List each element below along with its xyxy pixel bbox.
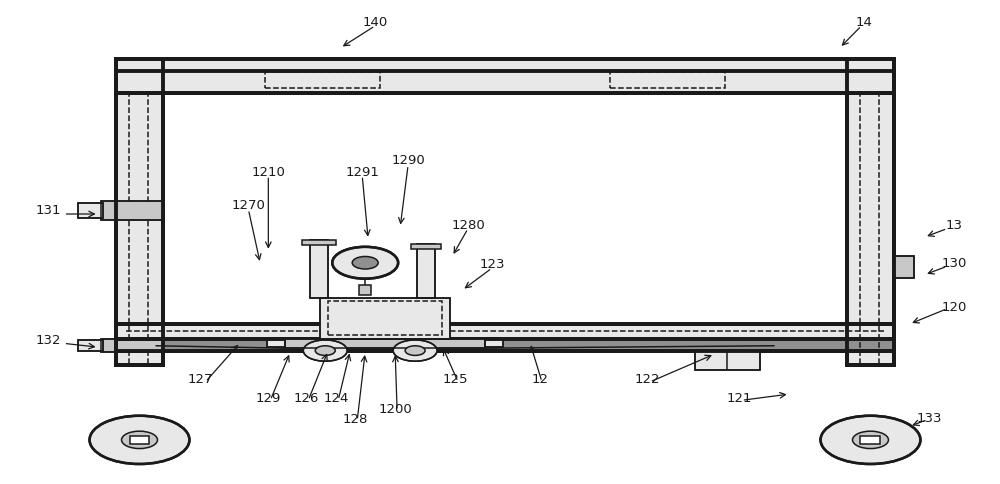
Circle shape bbox=[821, 416, 920, 464]
Bar bbox=[310, 240, 328, 298]
Text: 125: 125 bbox=[442, 373, 468, 386]
Text: 120: 120 bbox=[942, 301, 967, 314]
Circle shape bbox=[90, 416, 189, 464]
Bar bbox=[265, 72, 380, 88]
Bar bbox=[610, 72, 725, 88]
Bar bbox=[359, 286, 371, 295]
Text: 129: 129 bbox=[256, 393, 281, 405]
Text: 132: 132 bbox=[36, 334, 61, 348]
Bar bbox=[894, 257, 914, 278]
Circle shape bbox=[352, 257, 378, 269]
Bar bbox=[78, 340, 103, 350]
Text: 140: 140 bbox=[363, 16, 388, 29]
Text: 131: 131 bbox=[36, 204, 61, 217]
Bar bbox=[116, 59, 894, 93]
Bar bbox=[116, 59, 894, 93]
Bar bbox=[847, 93, 894, 365]
Circle shape bbox=[303, 340, 347, 361]
Bar bbox=[116, 93, 163, 365]
Bar bbox=[116, 324, 894, 338]
Text: 1290: 1290 bbox=[391, 154, 425, 167]
Text: 127: 127 bbox=[188, 373, 213, 386]
Text: 128: 128 bbox=[343, 413, 368, 426]
Bar bbox=[267, 340, 285, 347]
Bar bbox=[894, 257, 914, 278]
Circle shape bbox=[315, 346, 335, 355]
Text: 14: 14 bbox=[856, 16, 873, 29]
Bar bbox=[116, 324, 894, 338]
Bar bbox=[116, 338, 894, 350]
Bar bbox=[310, 240, 328, 298]
Text: 12: 12 bbox=[531, 373, 548, 386]
Bar bbox=[101, 338, 163, 352]
Circle shape bbox=[332, 247, 398, 279]
Circle shape bbox=[393, 340, 437, 361]
Bar bbox=[116, 93, 163, 365]
Text: 124: 124 bbox=[324, 393, 349, 405]
Text: 1270: 1270 bbox=[231, 199, 265, 212]
Bar bbox=[417, 244, 435, 298]
Text: 1280: 1280 bbox=[451, 219, 485, 232]
Bar bbox=[78, 340, 103, 350]
Bar bbox=[101, 201, 163, 220]
Text: 130: 130 bbox=[942, 257, 967, 270]
Bar bbox=[267, 340, 285, 347]
Bar bbox=[320, 298, 450, 338]
Bar bbox=[320, 298, 450, 338]
Text: 1291: 1291 bbox=[345, 166, 379, 179]
Bar bbox=[285, 338, 485, 348]
Bar bbox=[695, 350, 760, 370]
Text: 121: 121 bbox=[727, 393, 752, 405]
Bar bbox=[847, 93, 894, 365]
Text: 123: 123 bbox=[479, 258, 505, 271]
Circle shape bbox=[405, 346, 425, 355]
Bar bbox=[860, 436, 880, 444]
Bar bbox=[485, 340, 503, 347]
Text: 133: 133 bbox=[917, 412, 942, 424]
Text: 13: 13 bbox=[946, 219, 963, 232]
Bar bbox=[485, 340, 503, 347]
Bar bbox=[411, 244, 441, 249]
Text: 1210: 1210 bbox=[251, 166, 285, 179]
Bar bbox=[101, 338, 163, 352]
Bar bbox=[78, 203, 103, 218]
Bar bbox=[130, 436, 149, 444]
Bar bbox=[695, 350, 760, 370]
Bar bbox=[285, 338, 485, 348]
Text: 122: 122 bbox=[635, 373, 661, 386]
Bar bbox=[116, 338, 894, 350]
Circle shape bbox=[853, 431, 888, 449]
Bar bbox=[328, 302, 442, 334]
Bar bbox=[302, 240, 336, 245]
Circle shape bbox=[122, 431, 157, 449]
Bar bbox=[101, 201, 163, 220]
Text: 126: 126 bbox=[294, 393, 319, 405]
Text: 1200: 1200 bbox=[378, 404, 412, 416]
Bar bbox=[417, 244, 435, 298]
Bar bbox=[78, 203, 103, 218]
